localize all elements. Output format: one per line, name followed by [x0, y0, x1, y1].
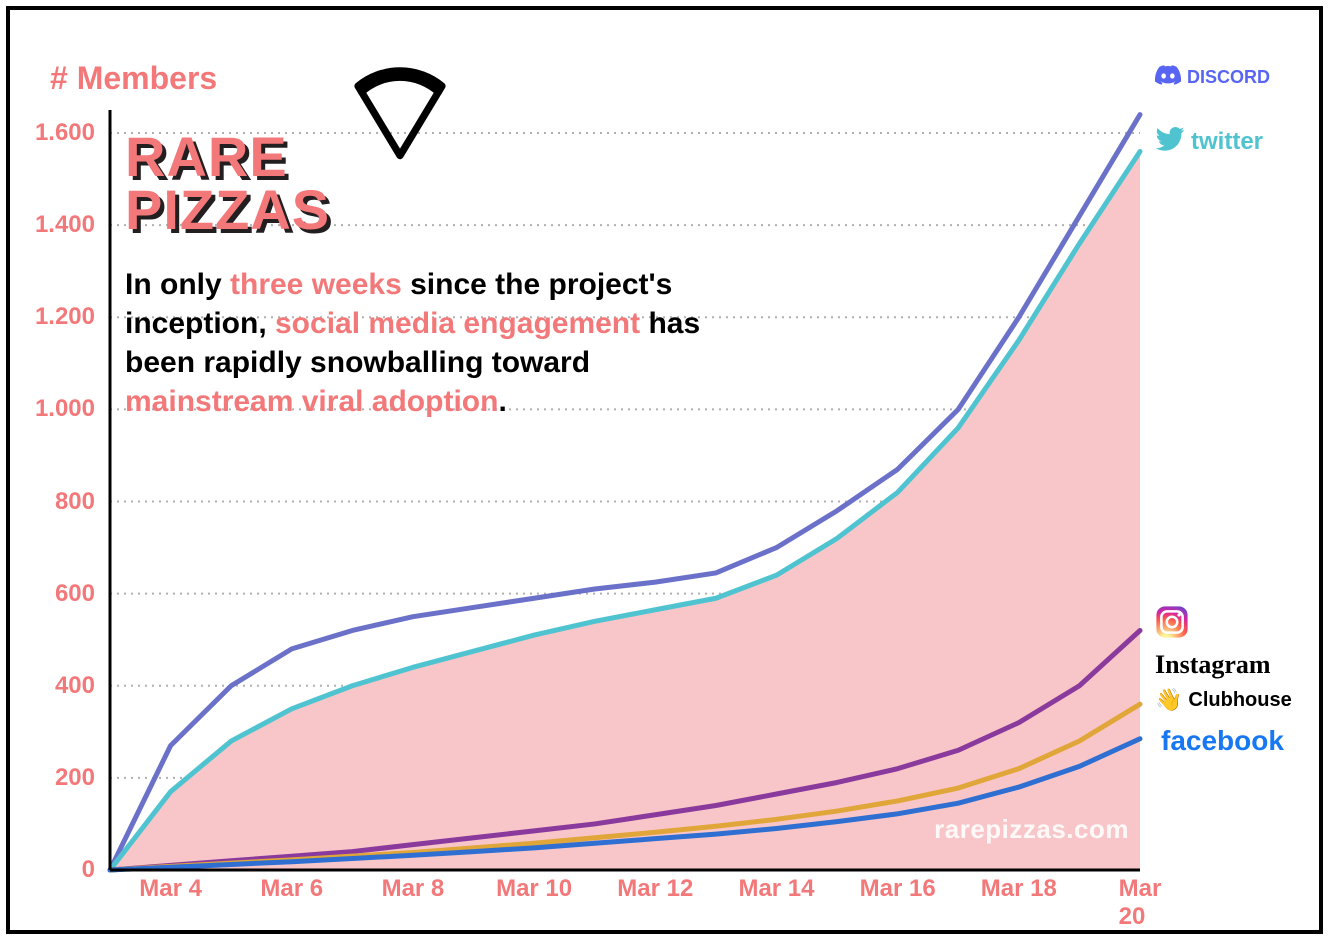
x-tick-label: Mar 10 — [496, 875, 572, 903]
logo-line-2: PIZZAS — [125, 183, 330, 236]
legend-item-facebook: facebook — [1155, 725, 1284, 757]
legend-item-discord: DISCORD — [1155, 65, 1270, 90]
y-tick-label: 1.000 — [35, 395, 95, 423]
x-axis-labels: Mar 4 Mar 6 Mar 8 Mar 10 Mar 12 Mar 14 Mar 16 M… — [110, 875, 1140, 925]
y-axis-labels: 02004006008001.0001.2001.4001.600 — [10, 110, 105, 870]
twitter-icon — [1155, 127, 1185, 156]
legend-label: twitter — [1191, 128, 1263, 156]
y-axis-title: # Members — [50, 60, 217, 97]
legend-item-twitter: twitter — [1155, 127, 1263, 156]
instagram-icon — [1155, 605, 1189, 644]
y-tick-label: 800 — [55, 488, 95, 516]
chart-frame: # Members 0 200 400 600 800 1.000 1.200 1.400 1.… — [6, 6, 1323, 934]
x-tick-label: Mar 6 — [260, 875, 323, 903]
x-tick-label: Mar 8 — [382, 875, 445, 903]
discord-icon — [1155, 65, 1181, 90]
x-tick-label: Mar 14 — [738, 875, 814, 903]
clubhouse-icon: 👋 — [1155, 687, 1182, 713]
pizza-slice-icon — [340, 50, 460, 170]
y-tick-label: 0 — [82, 856, 95, 884]
x-tick-label: Mar 16 — [860, 875, 936, 903]
y-tick-label: 1.600 — [35, 119, 95, 147]
legend-item-clubhouse: 👋 Clubhouse — [1155, 687, 1292, 713]
logo-rare-pizzas: RARE PIZZAS — [125, 130, 330, 236]
x-tick-label: Mar 12 — [617, 875, 693, 903]
legend-item-instagram: Instagram — [1155, 605, 1271, 680]
x-tick-label: Mar 4 — [139, 875, 202, 903]
legend: DISCORD twitter Instagram 👋 Clubhouse faceboo… — [1155, 65, 1325, 915]
y-tick-label: 400 — [55, 672, 95, 700]
x-tick-label: Mar 18 — [981, 875, 1057, 903]
legend-label: Instagram — [1155, 650, 1271, 680]
legend-label: Clubhouse — [1188, 689, 1291, 712]
logo-line-1: RARE — [125, 130, 330, 183]
headline-text: In only three weeks since the project's … — [125, 265, 745, 421]
watermark: rarepizzas.com — [934, 814, 1129, 845]
legend-label: DISCORD — [1187, 67, 1270, 88]
y-tick-label: 1.200 — [35, 303, 95, 331]
y-tick-label: 600 — [55, 580, 95, 608]
legend-label: facebook — [1161, 725, 1284, 757]
y-tick-label: 200 — [55, 764, 95, 792]
y-tick-label: 1.400 — [35, 211, 95, 239]
